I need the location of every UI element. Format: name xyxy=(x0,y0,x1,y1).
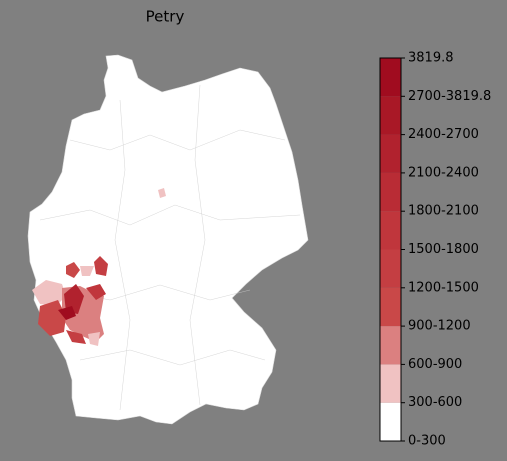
colorbar-segment xyxy=(380,134,401,173)
colorbar-label: 2100-2400 xyxy=(408,165,479,180)
colorbar-label: 900-1200 xyxy=(408,319,471,334)
colorbar-label: 2400-2700 xyxy=(408,127,479,142)
colorbar: 0-300 300-600 600-900 900-1200 1200-1500 1500… xyxy=(379,51,491,449)
shaded-districts xyxy=(32,188,166,346)
colorbar-label: 600-900 xyxy=(408,357,462,372)
germany-map xyxy=(27,54,309,425)
colorbar-label: 2700-3819.8 xyxy=(408,89,491,104)
colorbar-label: 300-600 xyxy=(408,395,462,410)
colorbar-segment xyxy=(380,326,401,365)
map-title: Petry xyxy=(146,8,185,26)
colorbar-segment xyxy=(380,172,401,212)
district-borders xyxy=(39,84,301,411)
colorbar-label: 1500-1800 xyxy=(408,242,479,257)
colorbar-label: 3819.8 xyxy=(408,51,454,66)
colorbar-segment xyxy=(380,287,401,327)
colorbar-segment xyxy=(380,249,401,288)
colorbar-segment xyxy=(380,96,401,135)
colorbar-segment xyxy=(380,211,401,250)
colorbar-label: 0-300 xyxy=(408,434,446,449)
colorbar-label: 1800-2100 xyxy=(408,204,479,219)
colorbar-segment xyxy=(380,364,401,403)
colorbar-label: 1200-1500 xyxy=(408,280,479,295)
colorbar-segment xyxy=(380,402,401,441)
colorbar-segment xyxy=(380,58,401,97)
